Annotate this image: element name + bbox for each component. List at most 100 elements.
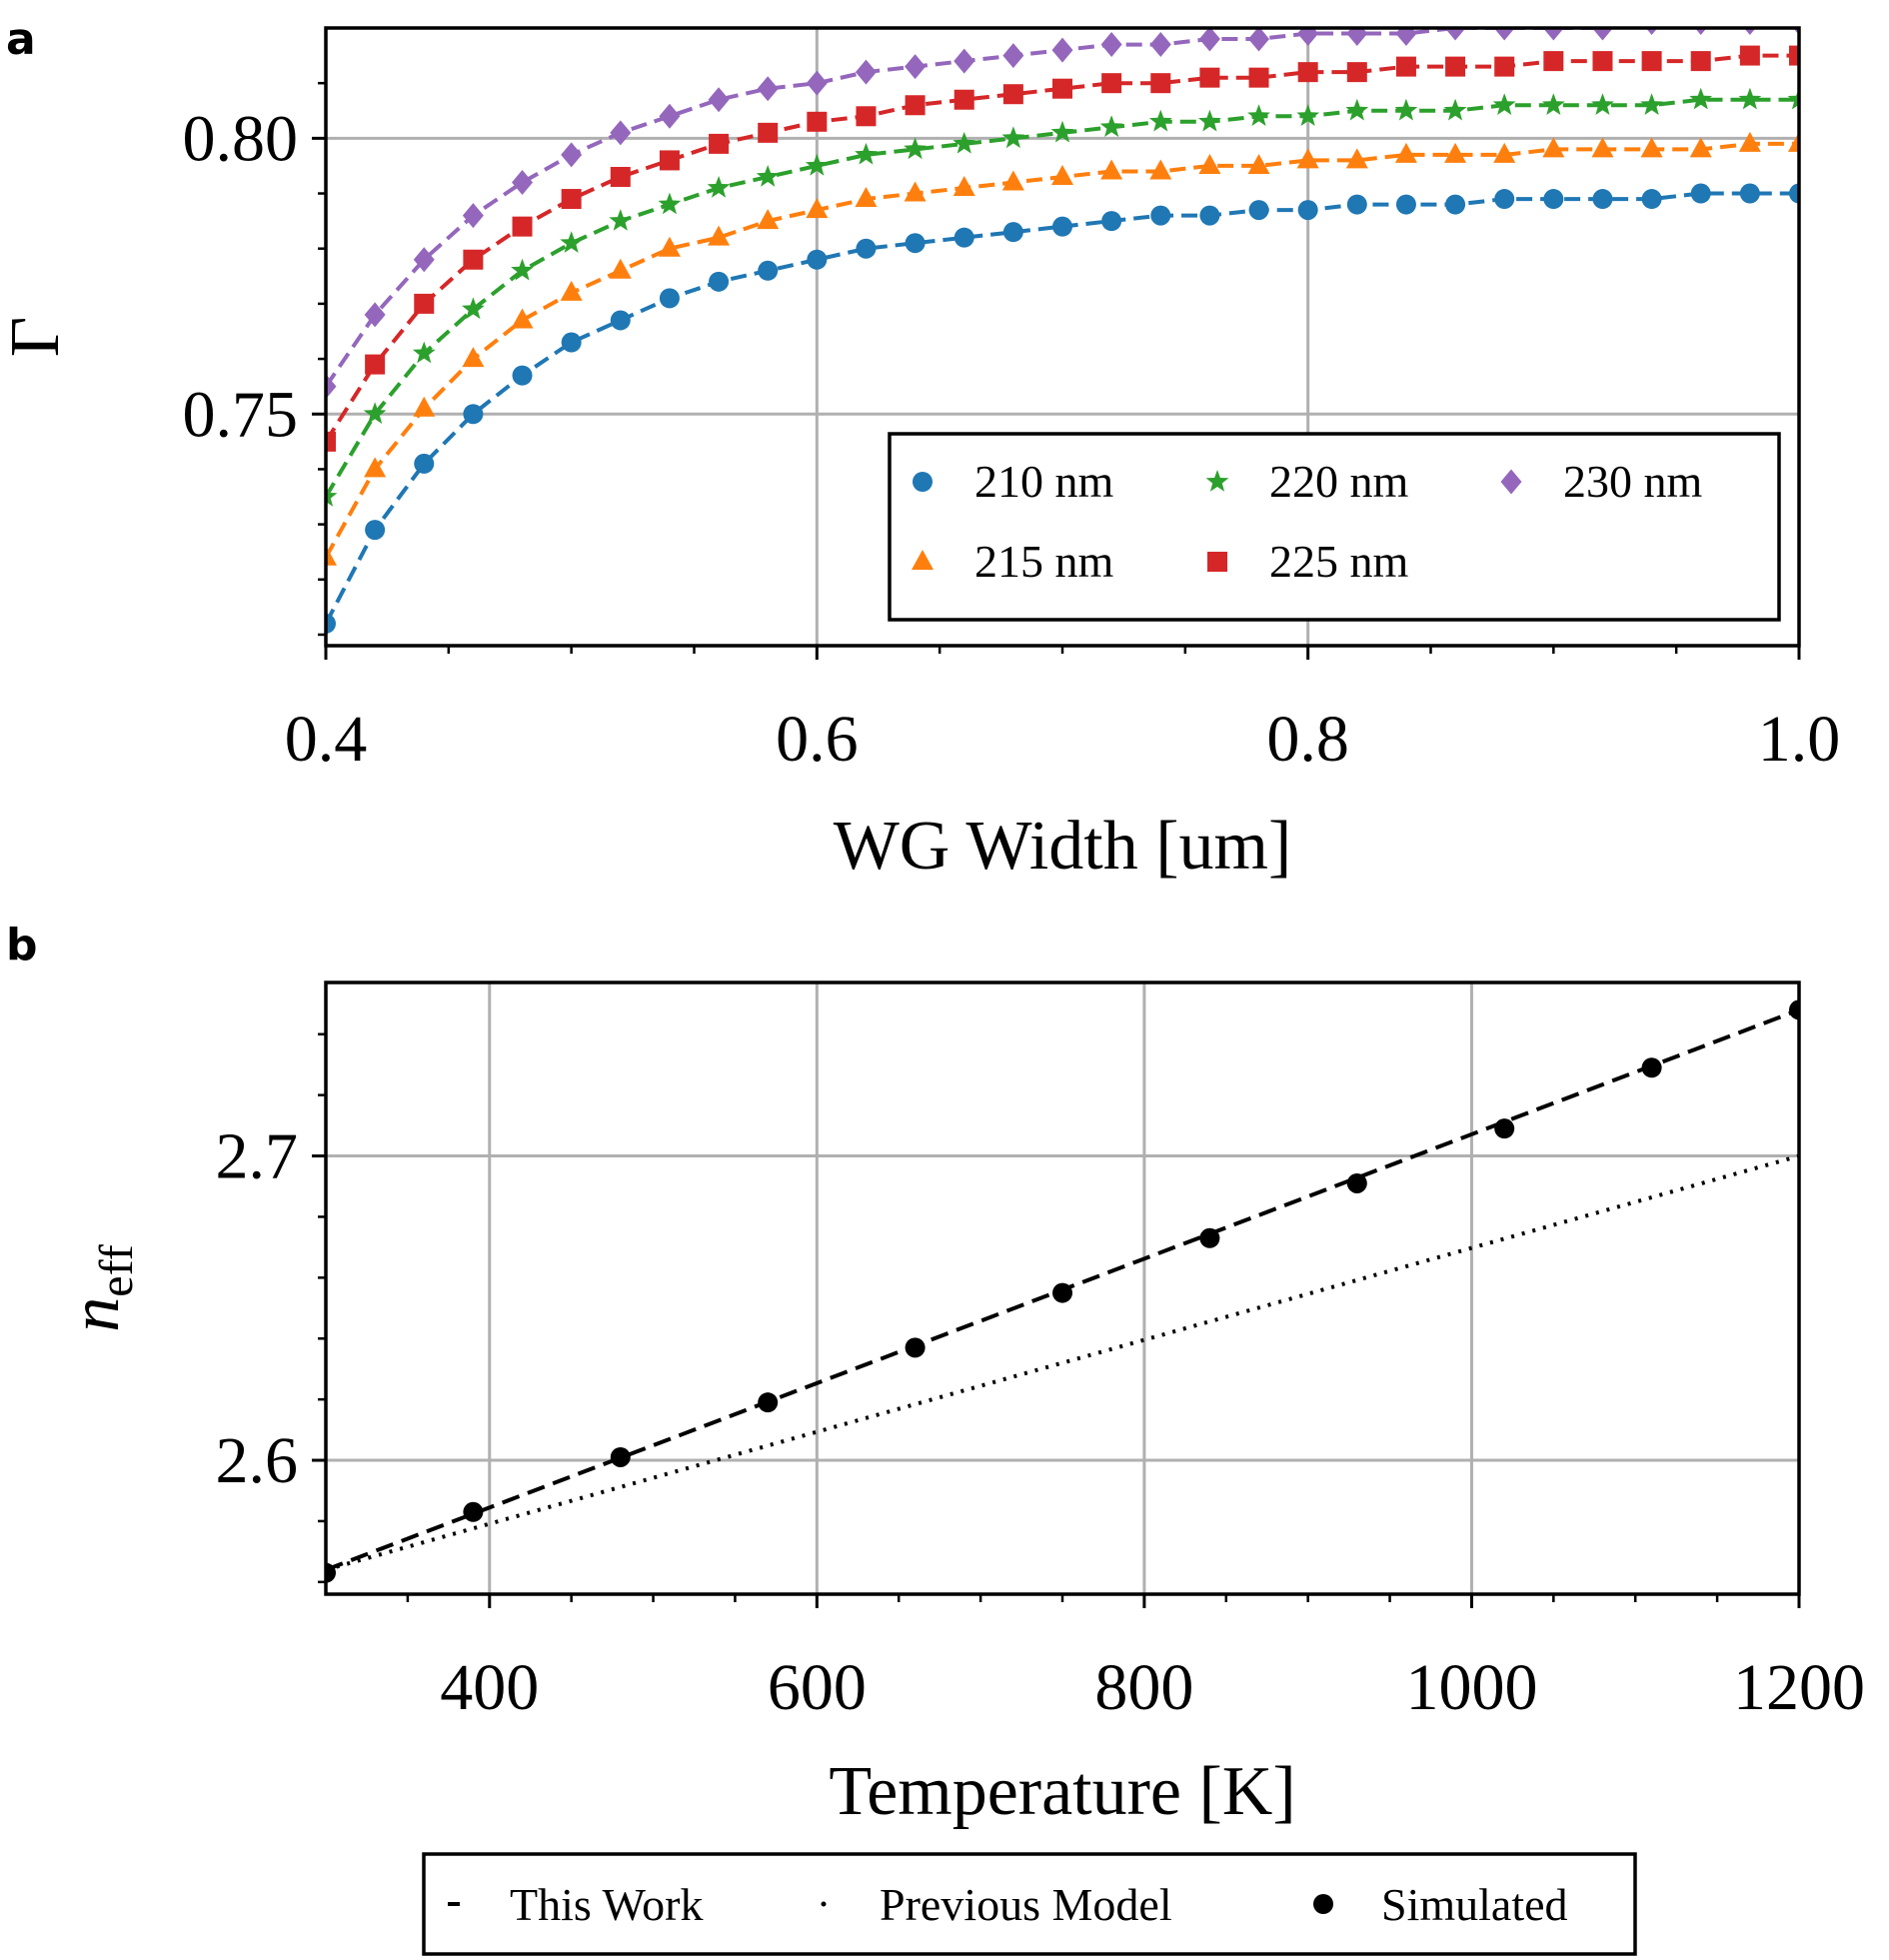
data-point <box>1640 93 1663 115</box>
data-point <box>463 249 484 270</box>
legend-label: 230 nm <box>1563 456 1703 507</box>
data-point <box>1494 189 1515 210</box>
data-point <box>326 431 336 452</box>
data-point <box>1099 115 1123 137</box>
data-point <box>364 302 386 328</box>
data-point <box>658 236 681 257</box>
data-point <box>953 89 974 110</box>
simulated-point <box>905 1337 926 1358</box>
data-point <box>1346 62 1367 83</box>
simulated-point <box>1789 999 1799 1020</box>
panel-b-xtick-label: 800 <box>1094 1651 1193 1724</box>
panel-a-xtick-label: 0.8 <box>1266 703 1349 776</box>
data-point <box>805 153 829 176</box>
simulated-point <box>326 1562 336 1583</box>
data-point <box>1001 170 1024 191</box>
data-point <box>856 238 877 259</box>
data-point <box>610 166 631 187</box>
data-point <box>1738 87 1762 110</box>
data-point <box>1296 148 1319 169</box>
data-point <box>1788 131 1799 152</box>
data-point <box>1445 56 1466 77</box>
data-point <box>413 247 435 273</box>
data-point <box>326 545 337 566</box>
data-point <box>757 76 779 102</box>
panel-b-legend-box <box>422 1852 1637 1956</box>
data-point <box>414 453 435 474</box>
data-point <box>1444 28 1466 41</box>
panel-a-ytick-label: 0.80 <box>183 102 299 175</box>
data-point <box>758 122 779 143</box>
data-point <box>1592 189 1613 210</box>
data-point <box>1789 45 1799 66</box>
simulated-point <box>1199 1227 1220 1248</box>
data-point <box>1787 87 1799 110</box>
panel-b-xtick-label: 1000 <box>1405 1651 1537 1724</box>
data-point <box>1148 109 1172 132</box>
data-point <box>511 258 534 281</box>
panel-a-legend-box <box>888 432 1781 622</box>
panel-b-ytick-label: 2.6 <box>216 1424 299 1497</box>
data-point <box>462 297 485 320</box>
data-point <box>1591 93 1614 115</box>
data-point <box>511 308 534 329</box>
data-point <box>1199 67 1220 88</box>
data-point <box>905 54 927 80</box>
data-point <box>659 103 681 129</box>
data-point <box>952 131 976 154</box>
data-point <box>1051 37 1073 63</box>
data-point <box>1149 159 1172 180</box>
data-point <box>1101 73 1122 94</box>
legend-label: Simulated <box>1381 1879 1568 1930</box>
data-point <box>512 216 533 237</box>
data-point <box>1395 194 1416 215</box>
data-point <box>1689 137 1712 158</box>
panel-a-xtick-label: 0.4 <box>285 703 368 776</box>
legend-label: 215 nm <box>974 536 1114 587</box>
data-point <box>757 209 780 230</box>
data-point <box>1395 56 1416 77</box>
data-point <box>364 457 387 478</box>
simulated-point <box>463 1501 484 1522</box>
panel-b-ylabel-main: n <box>57 1297 134 1332</box>
data-point <box>905 95 926 116</box>
panel-a-xlabel: WG Width [um] <box>834 808 1292 885</box>
panel-a-ylabel: Γ <box>0 317 74 357</box>
data-point <box>1443 98 1467 121</box>
data-point <box>561 332 582 353</box>
panel-b-ytick-label: 2.7 <box>216 1120 299 1193</box>
data-point <box>1198 28 1220 52</box>
legend-marker-previous-model <box>821 1901 827 1907</box>
data-point <box>1739 183 1760 204</box>
data-point <box>807 111 828 132</box>
simulated-point <box>1346 1172 1367 1193</box>
data-point <box>1052 216 1072 237</box>
data-point <box>708 87 730 113</box>
data-point <box>1297 28 1319 47</box>
data-point <box>1492 93 1516 115</box>
data-point <box>609 258 632 279</box>
panel-b-xtick-label: 600 <box>768 1651 867 1724</box>
panel-b-xtick-label: 1200 <box>1733 1651 1865 1724</box>
data-point <box>1002 84 1023 105</box>
data-point <box>1002 222 1023 243</box>
data-point <box>462 203 484 229</box>
panel-b-xtick-label: 400 <box>440 1651 539 1724</box>
panel-a-legend: 210 nm 215 nm 220 nm 225 nm 230 nm <box>888 432 1781 622</box>
data-point <box>462 347 485 368</box>
data-point <box>1541 93 1565 115</box>
data-point <box>1542 28 1564 41</box>
data-point <box>1346 28 1368 47</box>
data-point <box>1296 104 1320 126</box>
data-point <box>610 310 631 331</box>
legend-marker-210-nm <box>913 472 933 492</box>
data-point <box>561 142 583 168</box>
data-point <box>1052 78 1072 99</box>
data-point <box>1051 164 1073 185</box>
data-point <box>904 181 927 202</box>
data-point <box>1149 32 1171 58</box>
panel-b-xlabel: Temperature [K] <box>829 1753 1295 1830</box>
data-point <box>1198 109 1221 132</box>
data-point <box>1247 104 1270 126</box>
legend-marker-230-nm <box>1500 469 1522 495</box>
